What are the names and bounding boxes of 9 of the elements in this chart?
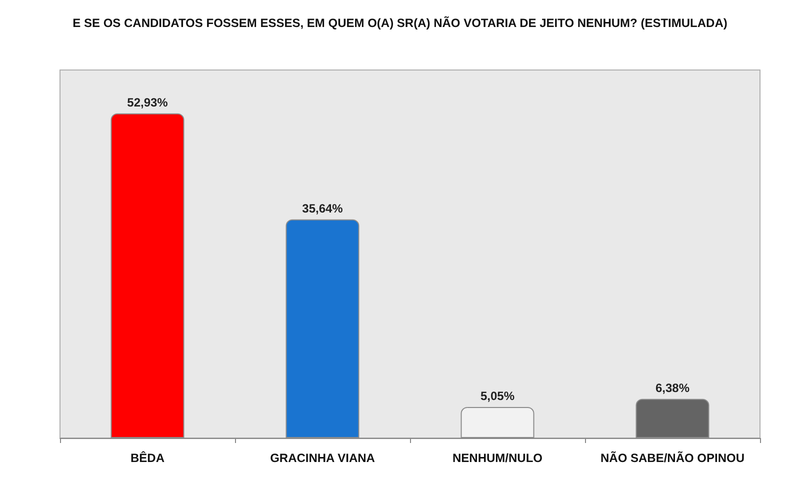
chart-title: E SE OS CANDIDATOS FOSSEM ESSES, EM QUEM O(A) SR(A) NÃO VOTARIA DE JEITO NENHUM? (ESTIMULADA)	[72, 16, 728, 30]
data-label: 5,05%	[480, 389, 515, 404]
x-tick-label: BÊDA	[130, 451, 165, 465]
x-tick-label: NENHUM/NULO	[452, 451, 542, 465]
data-label: 6,38%	[655, 380, 690, 395]
data-label: 52,93%	[127, 95, 168, 110]
data-label: 35,64%	[302, 201, 344, 216]
x-tick-label: NÃO SABE/NÃO OPINOU	[600, 451, 745, 465]
x-tick-label: GRACINHA VIANA	[270, 451, 376, 465]
